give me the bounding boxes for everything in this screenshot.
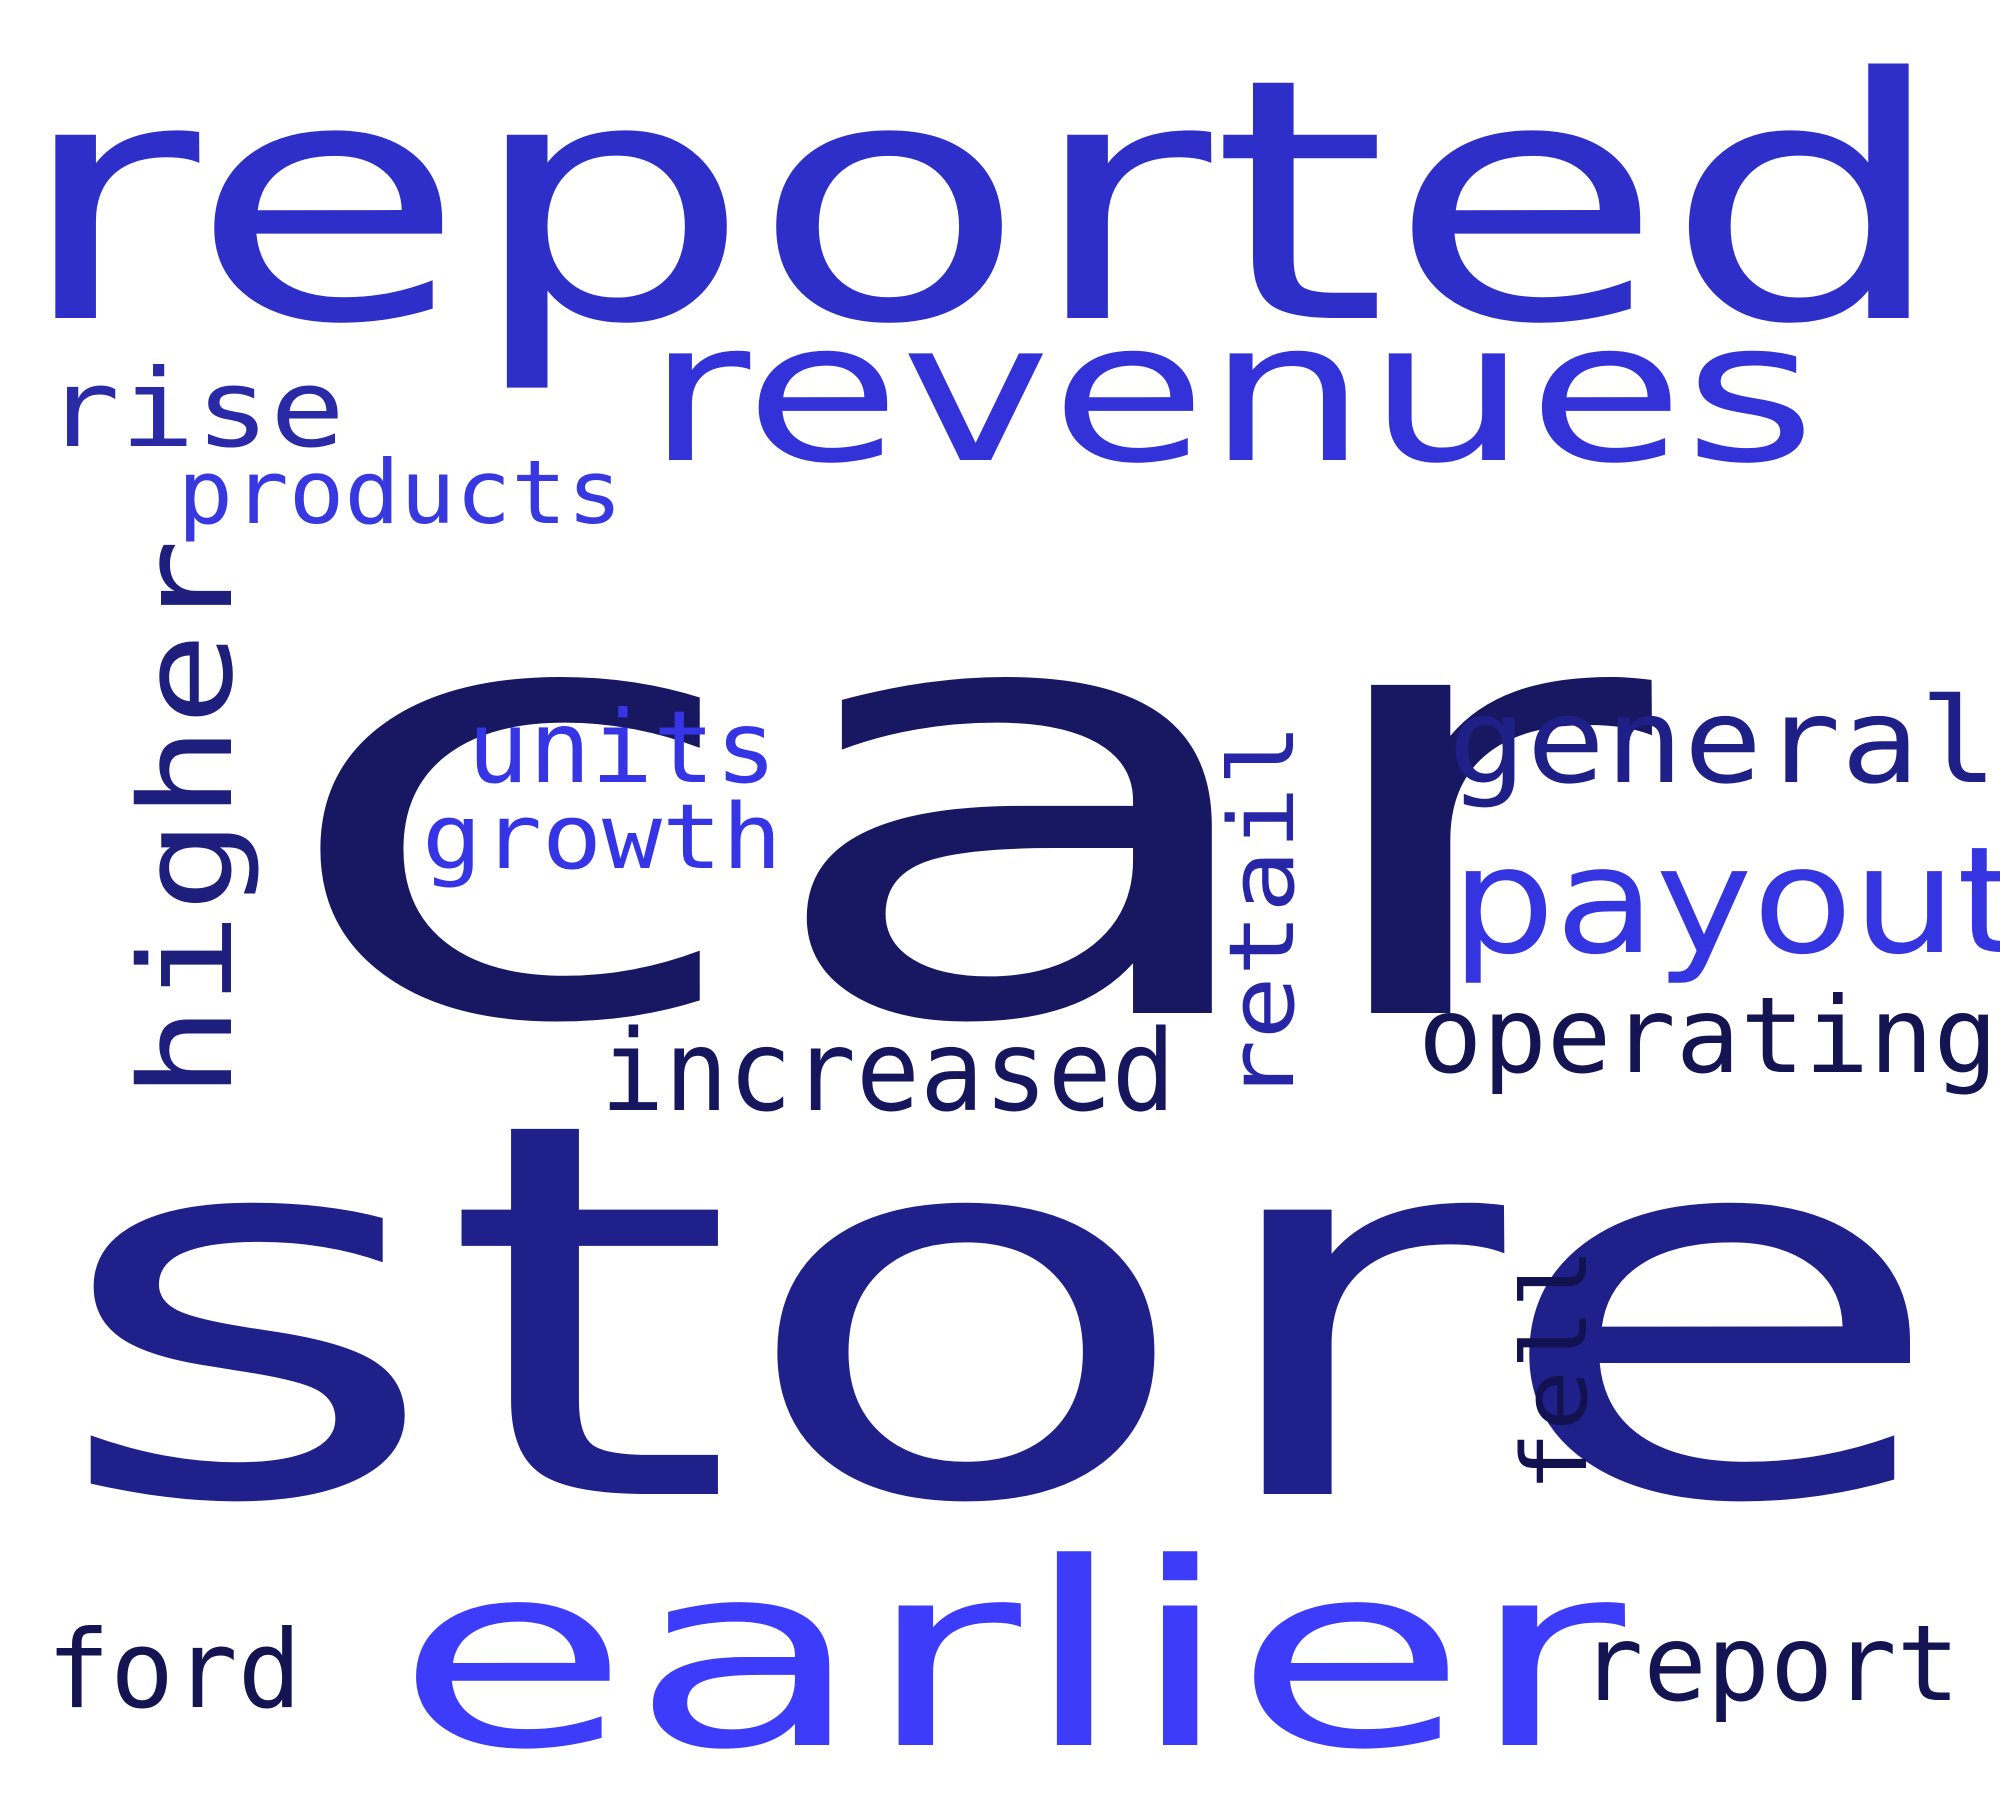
word-car: car bbox=[272, 456, 1661, 1155]
word-increased: increased bbox=[601, 1007, 1176, 1137]
word-units: units bbox=[467, 689, 777, 806]
word-report: report bbox=[1580, 1603, 1960, 1725]
word-ford: ford bbox=[47, 1608, 302, 1733]
word-payout: payout bbox=[1451, 815, 2000, 987]
word-operating: operating bbox=[1418, 975, 1998, 1097]
word-products: products bbox=[178, 441, 623, 544]
word-rise: rise bbox=[45, 347, 345, 472]
word-store: store bbox=[50, 1011, 1950, 1617]
word-revenues: revenues bbox=[646, 279, 1816, 506]
word-fell: fell bbox=[1503, 1248, 1608, 1493]
word-earlier: earlier bbox=[395, 1509, 1625, 1800]
word-higher: higher bbox=[113, 539, 262, 1099]
word-reported: reported bbox=[15, 8, 1950, 398]
word-retail: retail bbox=[1210, 723, 1315, 1103]
word-growth: growth bbox=[422, 785, 782, 890]
word-general: general bbox=[1448, 672, 1998, 810]
